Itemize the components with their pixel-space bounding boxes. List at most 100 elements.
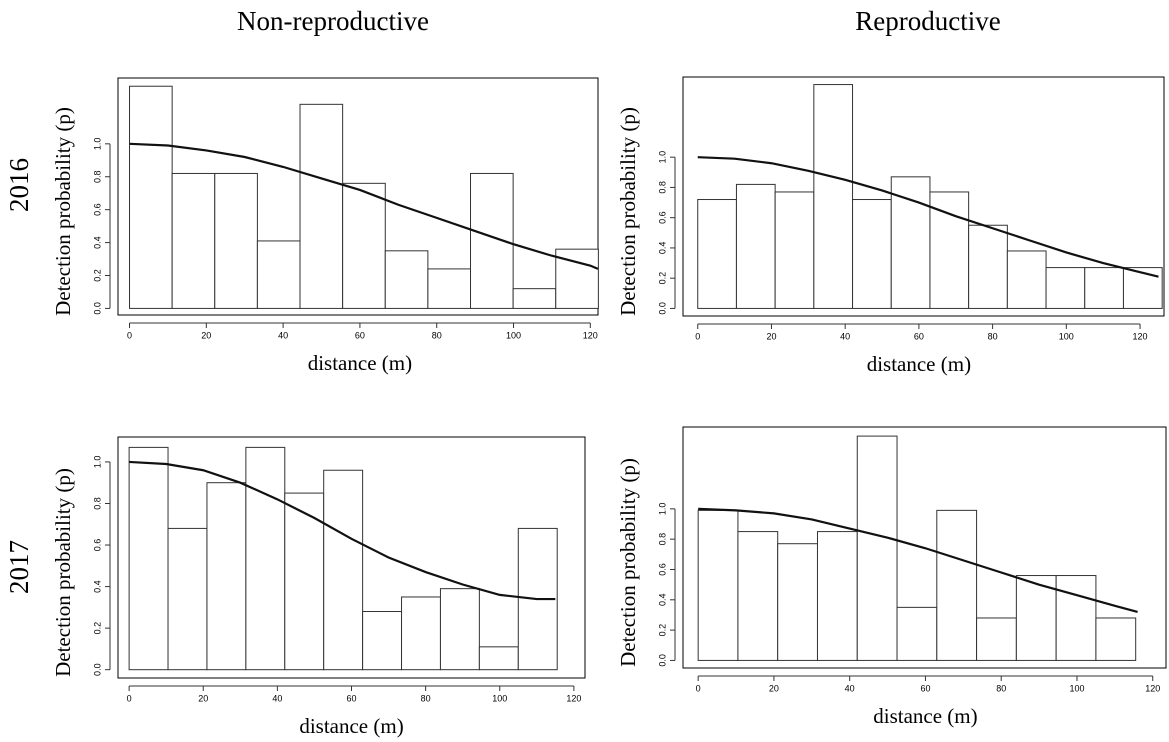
x-tick-label: 40 (272, 693, 282, 703)
y-tick-label: 0.6 (92, 539, 102, 552)
y-tick-label: 1.0 (657, 503, 667, 516)
bar (1095, 617, 1137, 661)
x-axis-label: distance (m) (867, 352, 971, 376)
bar (1006, 250, 1047, 309)
detection-curve (698, 507, 1138, 613)
y-tick-label: 1.0 (657, 151, 667, 164)
bar (856, 435, 898, 661)
y-tick-label: 0.4 (657, 594, 667, 607)
plot-box (682, 426, 1167, 669)
y-tick-label: 0.4 (657, 242, 667, 255)
bar (206, 482, 247, 671)
y-tick-label: 0.6 (92, 203, 102, 216)
bar (129, 85, 173, 309)
y-tick-label: 0.2 (657, 624, 667, 637)
x-tick-label: 40 (840, 331, 850, 341)
plot-box (682, 76, 1165, 317)
y-tick-label: 0.0 (657, 302, 667, 315)
plot-box (117, 436, 586, 679)
x-tick-label: 0 (695, 331, 700, 341)
bar (1055, 575, 1097, 661)
x-tick-label: 20 (198, 693, 208, 703)
y-tick-label: 0.4 (92, 580, 102, 593)
x-tick-label: 100 (492, 693, 507, 703)
y-tick-label: 0.8 (657, 533, 667, 546)
panel: 0 20 40 60 80 100 120 0.0 0.2 0.4 0.6 0.8 1.0 distanc… (616, 76, 1165, 376)
bar (968, 224, 1008, 309)
x-tick-label: 0 (127, 693, 132, 703)
bar (384, 250, 429, 309)
x-tick-label: 120 (1133, 331, 1148, 341)
y-axis-label: Detection probability (p) (616, 458, 640, 667)
y-tick-label: 0.2 (92, 622, 102, 635)
x-tick-label: 40 (278, 330, 288, 340)
y-axis-label: Detection probability (p) (616, 107, 640, 316)
bar (401, 596, 441, 671)
bar (128, 446, 169, 671)
bar (512, 288, 557, 309)
x-tick-label: 0 (696, 683, 701, 693)
x-tick-label: 60 (355, 330, 365, 340)
x-tick-label: 20 (201, 330, 211, 340)
row-label: 2017 (4, 540, 34, 594)
bar (936, 509, 978, 661)
x-tick-label: 100 (506, 330, 521, 340)
bar (171, 172, 216, 309)
bar (737, 531, 779, 661)
y-tick-label: 1.0 (92, 138, 102, 151)
y-tick-label: 0.6 (657, 563, 667, 576)
x-tick-label: 20 (769, 683, 779, 693)
bar (362, 611, 403, 671)
bar (813, 84, 854, 309)
y-axis-label: Detection probability (p) (51, 468, 75, 677)
bar (478, 646, 519, 671)
bar (697, 509, 739, 661)
y-tick-label: 0.2 (92, 269, 102, 282)
bar (284, 492, 325, 671)
bar (896, 606, 938, 661)
bar (245, 446, 286, 671)
y-tick-label: 0.0 (92, 663, 102, 676)
row-label: 2016 (4, 158, 34, 212)
x-tick-label: 120 (566, 693, 581, 703)
x-tick-label: 80 (432, 330, 442, 340)
y-tick-label: 1.0 (92, 456, 102, 469)
x-axis-label: distance (m) (308, 351, 412, 375)
bar (852, 199, 892, 309)
bar (1122, 267, 1163, 309)
bar (256, 240, 301, 309)
x-tick-label: 120 (583, 330, 598, 340)
bar (697, 199, 737, 309)
x-tick-label: 80 (988, 331, 998, 341)
y-tick-label: 0.2 (657, 272, 667, 285)
y-tick-label: 0.0 (92, 302, 102, 315)
x-tick-label: 100 (1059, 331, 1074, 341)
bar (890, 176, 931, 309)
bar (323, 469, 364, 671)
bar (929, 191, 970, 309)
bar (167, 527, 208, 671)
column-label: Non-reproductive (237, 6, 429, 36)
y-tick-label: 0.8 (657, 181, 667, 194)
y-tick-label: 0.8 (92, 497, 102, 510)
bar (1084, 267, 1124, 309)
y-tick-label: 0.4 (92, 236, 102, 249)
bar (1015, 575, 1057, 661)
panel: 0 20 40 60 80 100 120 0.0 0.2 0.4 0.6 0.8 1.0 distanc… (616, 426, 1167, 728)
y-axis-label: Detection probability (p) (51, 107, 75, 316)
detection-curve (129, 460, 556, 601)
bar (214, 172, 258, 309)
detection-curve (129, 142, 599, 270)
bar (427, 268, 472, 309)
x-tick-label: 0 (127, 330, 132, 340)
plot-box (117, 77, 599, 316)
x-tick-label: 80 (421, 693, 431, 703)
y-tick-label: 0.8 (92, 170, 102, 183)
bar (976, 617, 1017, 661)
bar (774, 191, 815, 309)
x-tick-label: 40 (845, 683, 855, 693)
bar (439, 588, 480, 671)
bar (777, 543, 818, 661)
detection-curve (697, 156, 1159, 278)
bar (1045, 267, 1086, 309)
